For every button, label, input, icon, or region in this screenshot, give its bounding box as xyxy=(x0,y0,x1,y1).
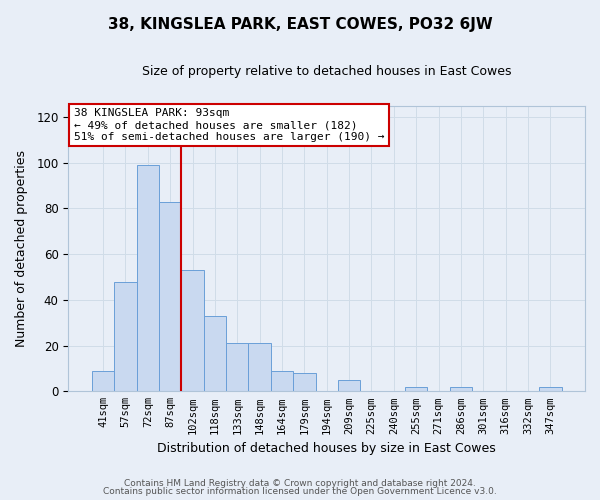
Bar xyxy=(114,282,137,392)
Text: 38, KINGSLEA PARK, EAST COWES, PO32 6JW: 38, KINGSLEA PARK, EAST COWES, PO32 6JW xyxy=(107,18,493,32)
X-axis label: Distribution of detached houses by size in East Cowes: Distribution of detached houses by size … xyxy=(157,442,496,455)
Bar xyxy=(226,344,248,392)
Bar xyxy=(137,165,159,392)
Bar xyxy=(539,386,562,392)
Bar xyxy=(338,380,360,392)
Text: 38 KINGSLEA PARK: 93sqm
← 49% of detached houses are smaller (182)
51% of semi-d: 38 KINGSLEA PARK: 93sqm ← 49% of detache… xyxy=(74,108,384,142)
Text: Contains public sector information licensed under the Open Government Licence v3: Contains public sector information licen… xyxy=(103,487,497,496)
Bar xyxy=(92,370,114,392)
Bar xyxy=(181,270,204,392)
Title: Size of property relative to detached houses in East Cowes: Size of property relative to detached ho… xyxy=(142,65,511,78)
Bar xyxy=(293,373,316,392)
Bar xyxy=(450,386,472,392)
Bar xyxy=(248,344,271,392)
Y-axis label: Number of detached properties: Number of detached properties xyxy=(15,150,28,347)
Bar xyxy=(271,370,293,392)
Bar xyxy=(405,386,427,392)
Bar xyxy=(159,202,181,392)
Bar xyxy=(204,316,226,392)
Text: Contains HM Land Registry data © Crown copyright and database right 2024.: Contains HM Land Registry data © Crown c… xyxy=(124,478,476,488)
